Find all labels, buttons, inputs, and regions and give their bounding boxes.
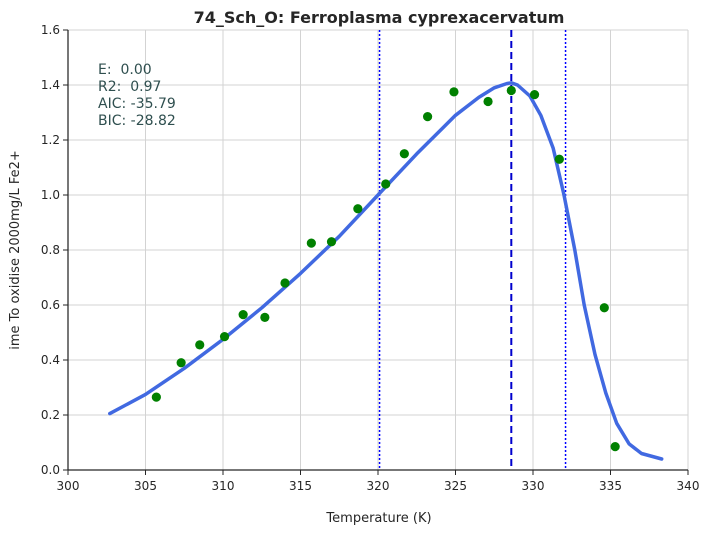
tick-labels: 300 305 310 315 320 325 330 335 340 0.0 0.2 0.4 0.6 0… bbox=[41, 23, 700, 493]
stat-line: BIC: -28.82 bbox=[98, 113, 176, 129]
chart-title: 74_Sch_O: Ferroplasma cyprexacervatum bbox=[194, 8, 565, 27]
y-tick-label: 1.6 bbox=[41, 23, 60, 37]
stat-line: E: 0.00 bbox=[98, 62, 152, 78]
data-point bbox=[280, 278, 290, 288]
x-tick-label: 305 bbox=[134, 479, 157, 493]
y-axis-label: ime To oxidise 2000mg/L Fe2+ bbox=[8, 150, 23, 350]
y-tick-label: 0.4 bbox=[41, 353, 60, 367]
x-tick-label: 325 bbox=[444, 479, 467, 493]
data-point bbox=[326, 237, 337, 247]
data-point bbox=[529, 90, 540, 100]
y-tick-label: 0.8 bbox=[41, 243, 60, 257]
data-point bbox=[483, 96, 493, 107]
data-point bbox=[423, 112, 433, 122]
data-point bbox=[599, 303, 609, 313]
stat-line: R2: 0.97 bbox=[98, 79, 161, 95]
y-tick-label: 0.0 bbox=[41, 463, 60, 477]
reference-lines bbox=[378, 30, 567, 470]
x-tick-label: 340 bbox=[677, 479, 700, 493]
x-tick-label: 315 bbox=[289, 479, 312, 493]
x-tick-label: 320 bbox=[367, 479, 390, 493]
y-tick-label: 0.2 bbox=[41, 408, 60, 422]
data-point bbox=[176, 358, 186, 368]
y-tick-label: 1.0 bbox=[41, 188, 60, 202]
x-tick-label: 330 bbox=[522, 479, 545, 493]
stat-line: AIC: -35.79 bbox=[98, 96, 176, 112]
x-tick-label: 310 bbox=[212, 479, 235, 493]
data-point bbox=[554, 154, 564, 164]
fit-curve-group bbox=[108, 81, 664, 461]
data-point bbox=[195, 340, 205, 350]
data-points bbox=[151, 85, 620, 452]
data-point bbox=[449, 87, 459, 97]
x-tick-label: 300 bbox=[57, 479, 80, 493]
data-point bbox=[353, 204, 363, 214]
y-tick-label: 0.6 bbox=[41, 298, 60, 312]
y-tick-label: 1.2 bbox=[41, 133, 60, 147]
data-point bbox=[219, 332, 230, 342]
fit-curve bbox=[108, 81, 664, 461]
data-point bbox=[399, 149, 409, 159]
data-point bbox=[260, 312, 270, 322]
data-point bbox=[610, 442, 620, 452]
x-tick-label: 335 bbox=[599, 479, 622, 493]
data-point bbox=[506, 85, 516, 96]
y-tick-label: 1.4 bbox=[41, 78, 60, 92]
data-point bbox=[306, 238, 316, 248]
data-point bbox=[238, 310, 248, 320]
x-axis-label: Temperature (K) bbox=[325, 511, 431, 526]
data-point bbox=[151, 392, 161, 402]
data-point bbox=[381, 179, 391, 189]
